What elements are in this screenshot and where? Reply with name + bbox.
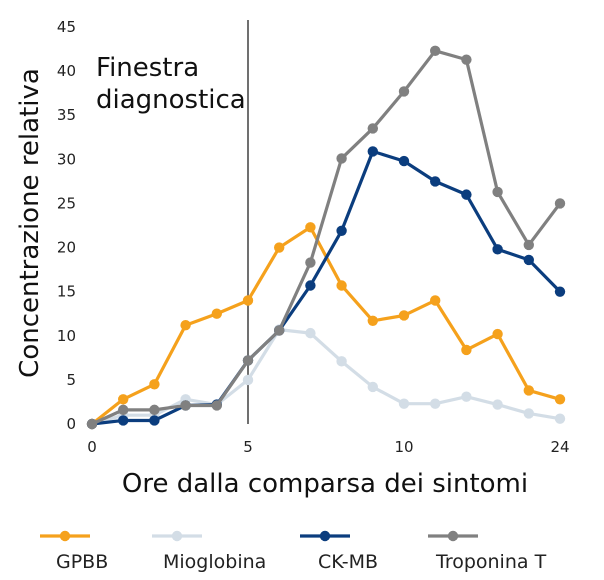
x-tick-label: 0: [87, 438, 97, 456]
data-point: [274, 325, 285, 336]
series-line: [91, 149, 562, 426]
series-line: [91, 49, 562, 426]
legend-item: CK-MB: [300, 530, 378, 573]
data-point: [305, 280, 316, 291]
y-tick-label: 0: [66, 415, 76, 433]
data-point: [242, 374, 254, 386]
y-tick-label: 20: [57, 239, 76, 257]
data-point: [367, 146, 378, 157]
data-point: [336, 153, 347, 164]
legend-swatch-marker: [59, 530, 71, 542]
y-tick-label: 10: [57, 327, 76, 345]
y-tick-label: 40: [57, 62, 76, 80]
data-point: [492, 328, 503, 340]
y-tick-label: 35: [57, 106, 76, 124]
legend-swatch-marker: [447, 530, 459, 542]
data-point: [86, 418, 98, 430]
data-point: [430, 295, 441, 306]
x-tick-label: 24: [550, 438, 569, 456]
legend-label: GPBB: [56, 551, 108, 573]
data-point: [523, 239, 534, 251]
y-tick-label: 5: [66, 371, 76, 389]
annotation-line-1: Finestra: [96, 53, 199, 83]
data-point: [118, 415, 129, 426]
data-point: [242, 295, 254, 306]
legend-item: Mioglobina: [152, 530, 266, 573]
data-point: [430, 45, 441, 57]
data-point: [554, 198, 566, 209]
x-tick-label: 10: [394, 438, 413, 456]
y-tick-label: 45: [57, 18, 76, 36]
data-point: [211, 400, 222, 411]
data-point: [305, 327, 316, 339]
data-point: [336, 225, 347, 236]
legend-label: Troponina T: [435, 551, 547, 573]
series-gpbb: [86, 222, 566, 430]
data-point: [180, 400, 191, 411]
data-point: [492, 399, 503, 410]
data-point: [118, 404, 129, 416]
data-point: [461, 189, 472, 200]
data-point: [367, 123, 378, 134]
data-point: [523, 408, 534, 419]
data-point: [211, 308, 222, 319]
data-point: [430, 398, 441, 409]
data-point: [523, 254, 534, 266]
data-point: [461, 391, 472, 402]
data-point: [461, 54, 472, 65]
data-point: [305, 257, 316, 268]
data-point: [242, 355, 254, 366]
data-point: [523, 385, 534, 396]
y-tick-label: 30: [57, 150, 76, 168]
data-point: [305, 222, 316, 233]
data-point: [367, 315, 378, 326]
legend: GPBB Mioglobina CK-MB Troponina T: [40, 530, 547, 573]
data-point: [118, 394, 129, 405]
data-point: [554, 394, 566, 405]
data-point: [149, 379, 160, 390]
y-axis-title: Concentrazione relativa: [15, 68, 45, 378]
y-tick-label: 15: [57, 283, 76, 301]
x-tick-label: 5: [243, 438, 253, 456]
data-point: [149, 404, 160, 416]
x-axis-title: Ore dalla comparsa dei sintomi: [122, 469, 528, 499]
data-point: [180, 319, 191, 331]
data-point: [149, 415, 160, 426]
legend-swatch-marker: [319, 530, 331, 542]
data-point: [492, 186, 503, 198]
data-point: [430, 176, 441, 187]
legend-label: CK-MB: [318, 551, 378, 573]
legend-item: Troponina T: [428, 530, 547, 573]
annotation-line-2: diagnostica: [96, 85, 246, 115]
legend-label: Mioglobina: [163, 551, 266, 573]
legend-swatch-marker: [171, 530, 183, 542]
data-point: [492, 244, 503, 255]
data-point: [336, 356, 347, 367]
data-point: [367, 381, 378, 393]
data-point: [398, 86, 410, 97]
legend-item: GPBB: [40, 530, 108, 573]
data-point: [554, 413, 566, 424]
data-point: [461, 344, 472, 356]
data-point: [336, 280, 347, 291]
series-group: [86, 45, 566, 430]
data-point: [398, 155, 410, 167]
data-point: [398, 310, 410, 321]
y-tick-label: 25: [57, 194, 76, 212]
series-troponina-t: [86, 45, 566, 430]
data-point: [274, 242, 285, 253]
data-point: [398, 398, 410, 409]
data-point: [554, 286, 566, 297]
x-axis-ticks: 0 5 10 24: [87, 438, 569, 456]
y-axis-ticks: 0 5 10 15 20 25 30 35 40 45: [57, 18, 76, 433]
